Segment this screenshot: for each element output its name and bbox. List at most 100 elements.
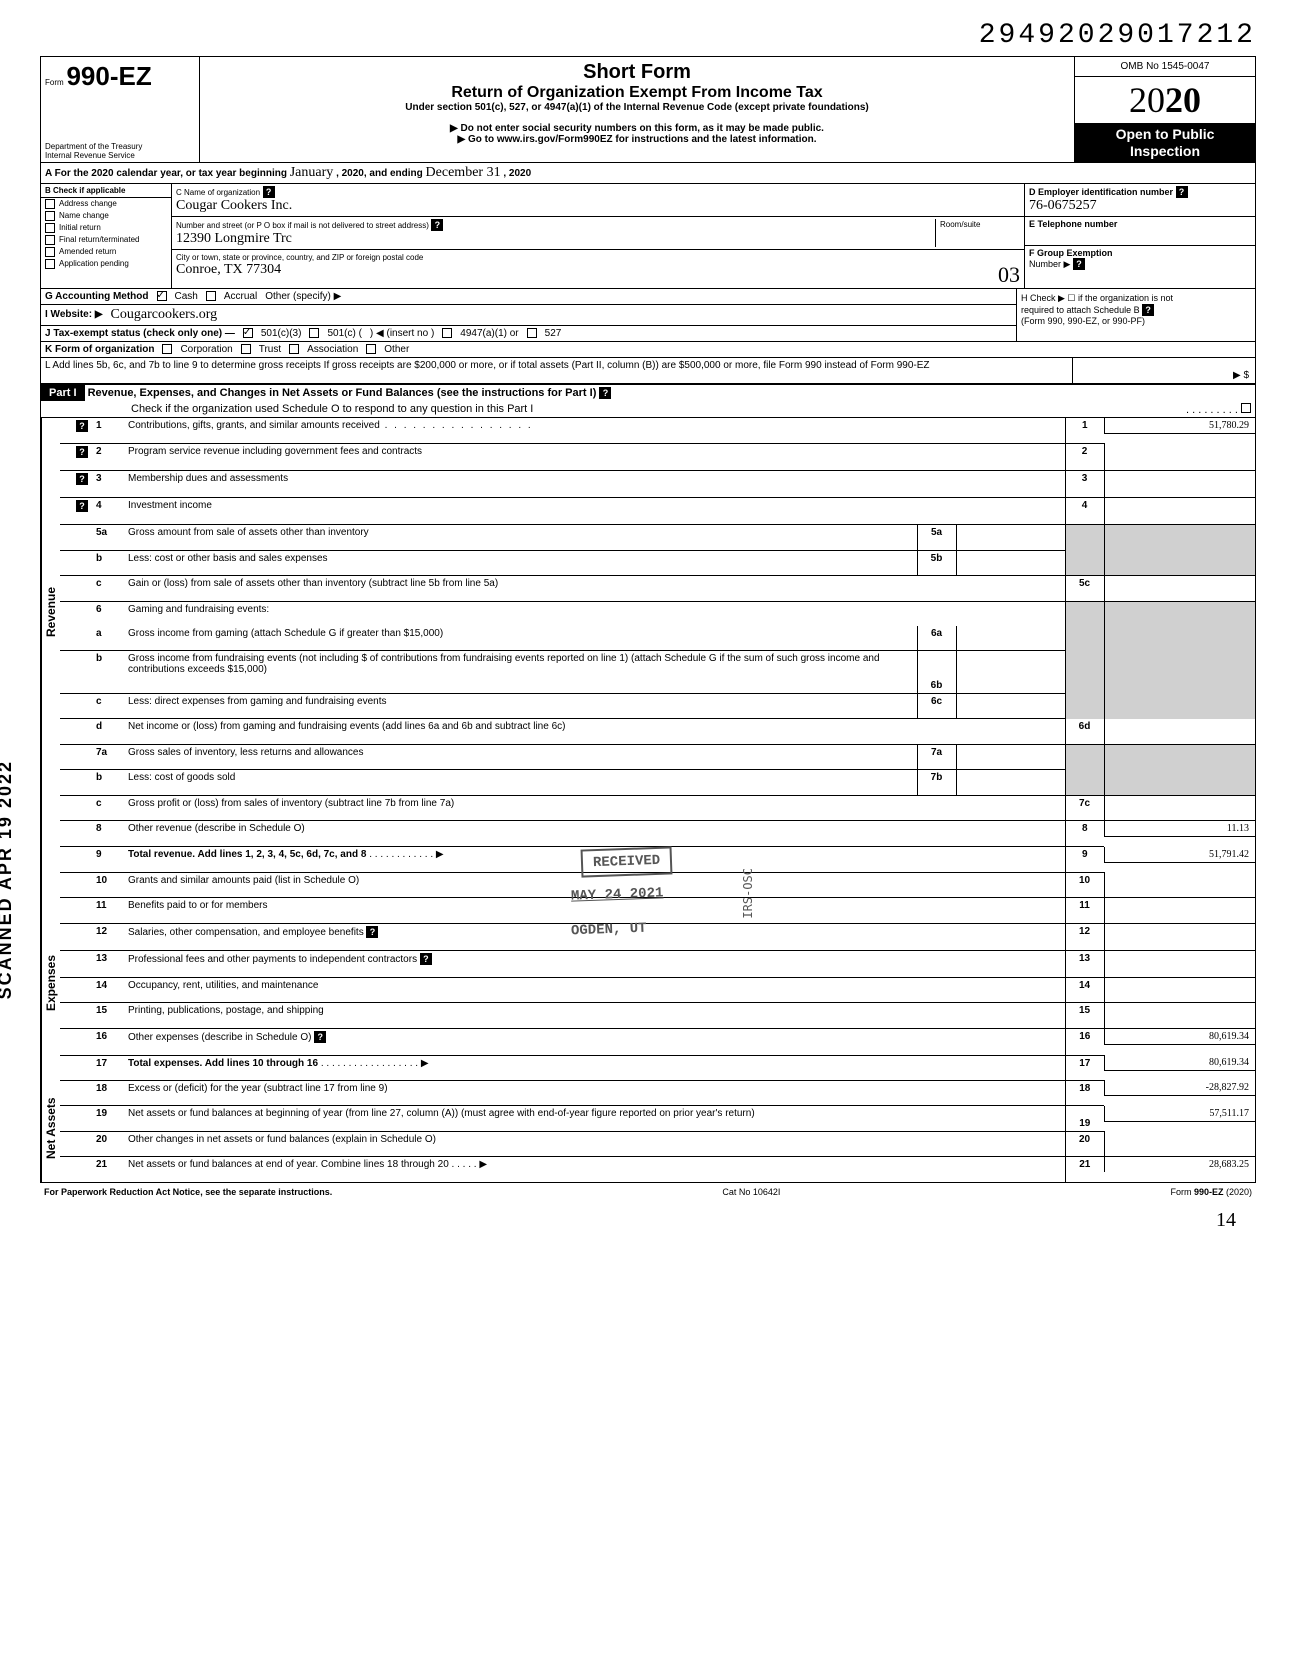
sections-d-e-f: D Employer identification number ? 76-06… bbox=[1024, 184, 1255, 288]
line-1: ?1Contributions, gifts, grants, and simi… bbox=[60, 418, 1255, 444]
line-14: 14Occupancy, rent, utilities, and mainte… bbox=[60, 977, 1255, 1002]
tax-exempt-label: J Tax-exempt status (check only one) — bbox=[45, 328, 235, 339]
part-1-header: Part I Revenue, Expenses, and Changes in… bbox=[41, 384, 1255, 418]
cb-cash[interactable] bbox=[157, 291, 167, 301]
section-h-3: (Form 990, 990-EZ, or 990-PF) bbox=[1021, 316, 1251, 326]
line-5c: cGain or (loss) from sale of assets othe… bbox=[60, 576, 1255, 601]
document-number: 29492029017212 bbox=[40, 20, 1256, 51]
section-a-mid: , 2020, and ending bbox=[336, 168, 423, 179]
section-l: L Add lines 5b, 6c, and 7b to line 9 to … bbox=[41, 358, 1072, 383]
form-org-label: K Form of organization bbox=[45, 344, 154, 355]
line-16: 16Other expenses (describe in Schedule O… bbox=[60, 1028, 1255, 1055]
footer-center: Cat No 10642I bbox=[722, 1187, 780, 1197]
line-18: 18Excess or (deficit) for the year (subt… bbox=[60, 1080, 1255, 1105]
cb-accrual[interactable] bbox=[206, 291, 216, 301]
help-icon: ? bbox=[1142, 304, 1154, 316]
accounting-other: Other (specify) ▶ bbox=[265, 291, 341, 302]
expenses-label: Expenses bbox=[41, 892, 60, 1074]
line-15: 15Printing, publications, postage, and s… bbox=[60, 1003, 1255, 1028]
cb-501c3[interactable] bbox=[243, 328, 253, 338]
city-label: City or town, state or province, country… bbox=[176, 253, 423, 262]
page-number: 14 bbox=[40, 1209, 1236, 1232]
section-b-head: B Check if applicable bbox=[41, 184, 171, 198]
help-icon: ? bbox=[1176, 186, 1188, 198]
ein-label: D Employer identification number bbox=[1029, 187, 1173, 197]
cb-final-return[interactable]: Final return/terminated bbox=[41, 234, 171, 246]
cb-assoc[interactable] bbox=[289, 344, 299, 354]
section-b: B Check if applicable Address change Nam… bbox=[41, 184, 172, 288]
return-title: Return of Organization Exempt From Incom… bbox=[208, 84, 1066, 102]
form-number: 990-EZ bbox=[66, 61, 151, 91]
cb-501c[interactable] bbox=[309, 328, 319, 338]
cb-527[interactable] bbox=[527, 328, 537, 338]
line-4: ?4Investment income4 bbox=[60, 498, 1255, 525]
cb-initial-return[interactable]: Initial return bbox=[41, 222, 171, 234]
line-21: 21Net assets or fund balances at end of … bbox=[60, 1157, 1255, 1182]
tax-year: 2020 bbox=[1075, 77, 1255, 124]
website-value: Cougarcookers.org bbox=[111, 307, 218, 323]
street-label: Number and street (or P O box if mail is… bbox=[176, 221, 429, 230]
revenue-label: Revenue bbox=[41, 418, 60, 892]
line-7a: 7aGross sales of inventory, less returns… bbox=[60, 744, 1255, 769]
received-stamp: RECEIVED bbox=[581, 846, 673, 877]
section-a-label: A For the 2020 calendar year, or tax yea… bbox=[45, 168, 287, 179]
cb-amended[interactable]: Amended return bbox=[41, 246, 171, 258]
open-public-2: Inspection bbox=[1077, 143, 1253, 160]
irs-label: Internal Revenue Service bbox=[45, 151, 142, 160]
help-icon: ? bbox=[1073, 258, 1085, 270]
part-1-check: Check if the organization used Schedule … bbox=[131, 403, 533, 415]
group-exempt-number: Number ▶ bbox=[1029, 259, 1070, 269]
org-name-label: C Name of organization bbox=[176, 188, 260, 197]
begin-date: January bbox=[290, 165, 334, 181]
stamp-date: MAY 24 2021 bbox=[561, 881, 674, 909]
ogden-stamp: OGDEN, UT bbox=[561, 916, 657, 943]
line-6: 6Gaming and fundraising events: bbox=[60, 601, 1255, 626]
header-right-box: OMB No 1545-0047 2020 Open to Public Ins… bbox=[1074, 57, 1255, 162]
street-value: 12390 Longmire Trc bbox=[176, 231, 292, 247]
end-date: December 31 bbox=[426, 165, 501, 181]
accounting-label: G Accounting Method bbox=[45, 291, 149, 302]
cb-corp[interactable] bbox=[162, 344, 172, 354]
subtitle: Under section 501(c), 527, or 4947(a)(1)… bbox=[208, 102, 1066, 113]
footer: For Paperwork Reduction Act Notice, see … bbox=[40, 1183, 1256, 1201]
section-j: J Tax-exempt status (check only one) — 5… bbox=[41, 326, 1016, 341]
section-h-2: required to attach Schedule B bbox=[1021, 305, 1140, 315]
ein-value: 76-0675257 bbox=[1029, 198, 1097, 214]
room-label: Room/suite bbox=[940, 220, 980, 229]
form-prefix: Form bbox=[45, 78, 64, 87]
netassets-label: Net Assets bbox=[41, 1074, 60, 1182]
ssn-warning: ▶ Do not enter social security numbers o… bbox=[208, 123, 1066, 134]
city-value: Conroe, TX 77304 bbox=[176, 262, 281, 278]
footer-right: Form 990-EZ (2020) bbox=[1170, 1187, 1252, 1197]
group-exempt-label: F Group Exemption bbox=[1029, 248, 1113, 258]
line-20: 20Other changes in net assets or fund ba… bbox=[60, 1131, 1255, 1156]
cb-address-change[interactable]: Address change bbox=[41, 198, 171, 210]
line-19: 19Net assets or fund balances at beginni… bbox=[60, 1106, 1255, 1131]
section-i: I Website: ▶ Cougarcookers.org bbox=[41, 305, 1016, 326]
help-icon: ? bbox=[263, 186, 275, 198]
line-12: 12Salaries, other compensation, and empl… bbox=[60, 923, 1255, 950]
short-form-label: Short Form bbox=[208, 61, 1066, 84]
cb-schedule-o[interactable] bbox=[1241, 403, 1251, 413]
cb-other[interactable] bbox=[366, 344, 376, 354]
cb-4947[interactable] bbox=[442, 328, 452, 338]
extra-num: 03 bbox=[998, 262, 1020, 288]
section-l-amount: ▶ $ bbox=[1072, 358, 1255, 383]
line-13: 13Professional fees and other payments t… bbox=[60, 950, 1255, 977]
help-icon: ? bbox=[599, 387, 611, 399]
website-label: I Website: ▶ bbox=[45, 309, 103, 320]
line-6d: dNet income or (loss) from gaming and fu… bbox=[60, 719, 1255, 744]
form-title-box: Short Form Return of Organization Exempt… bbox=[200, 57, 1074, 162]
org-name: Cougar Cookers Inc. bbox=[176, 198, 292, 214]
part-1-title: Revenue, Expenses, and Changes in Net As… bbox=[88, 387, 597, 399]
cb-app-pending[interactable]: Application pending bbox=[41, 258, 171, 270]
dept-treasury: Department of the Treasury bbox=[45, 142, 142, 151]
footer-left: For Paperwork Reduction Act Notice, see … bbox=[44, 1187, 332, 1197]
line-3: ?3Membership dues and assessments3 bbox=[60, 471, 1255, 498]
cb-name-change[interactable]: Name change bbox=[41, 210, 171, 222]
line-2: ?2Program service revenue including gove… bbox=[60, 444, 1255, 471]
line-5a: 5aGross amount from sale of assets other… bbox=[60, 525, 1255, 550]
cb-trust[interactable] bbox=[241, 344, 251, 354]
irs-osc-stamp: IRS-OSC bbox=[741, 868, 755, 919]
section-a: A For the 2020 calendar year, or tax yea… bbox=[41, 163, 1255, 184]
